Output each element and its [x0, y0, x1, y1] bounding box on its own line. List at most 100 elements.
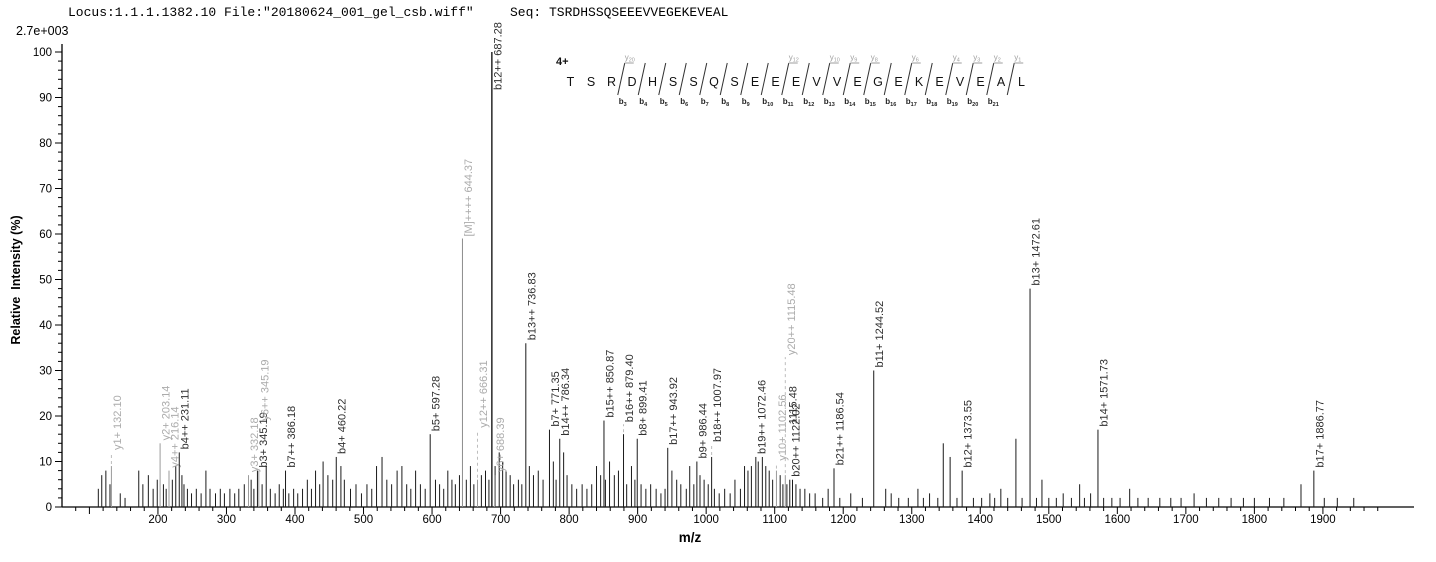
- residue-letter: S: [587, 75, 595, 89]
- fragment-slash: [945, 62, 954, 96]
- y-tick-label: 10: [39, 457, 52, 469]
- peak-label: b13++ 736.83: [526, 272, 538, 340]
- residue-letter: G: [873, 75, 883, 89]
- peak-label: y3+ 332.18: [249, 417, 261, 472]
- fragment-slash: [863, 62, 872, 96]
- x-tick-label: 900: [628, 514, 647, 526]
- b-ion-label: b12: [803, 97, 814, 108]
- fragment-slash: [678, 62, 687, 96]
- residue-letter: E: [792, 75, 800, 89]
- peak-label: y10+ 1102.56: [777, 394, 789, 460]
- peak-label: b21++ 1186.54: [834, 392, 846, 465]
- y-tick-label: 0: [46, 502, 52, 514]
- b-ion-label: b8: [721, 97, 729, 108]
- b-ion-label: b10: [762, 97, 773, 108]
- peak-label: b15++ 850.87: [604, 350, 616, 418]
- residue-letter: S: [669, 75, 677, 89]
- residue-letter: S: [689, 75, 697, 89]
- fragment-slash: [699, 62, 708, 96]
- peak-label: b13+ 1472.61: [1031, 218, 1043, 286]
- residue-letter: R: [607, 75, 616, 89]
- x-tick-label: 500: [354, 514, 373, 526]
- residue-letter: E: [894, 75, 902, 89]
- fragment-slash: [1006, 62, 1015, 96]
- residue-letter: E: [751, 75, 759, 89]
- y-ion-label: y1: [1014, 53, 1021, 64]
- y-ion-label: y6: [912, 53, 919, 64]
- axes: 200 300 400 500 600 700 800 900 1000 1100 1200 1300…: [9, 44, 1414, 545]
- fragment-slash: [781, 62, 790, 96]
- x-tick-label: 800: [560, 514, 579, 526]
- residue-letter: E: [853, 75, 861, 89]
- peak-label: b7++ 386.18: [286, 406, 298, 468]
- y-tick-label: 20: [39, 411, 52, 423]
- y-ion-label: y3: [973, 53, 980, 64]
- y-tick-label: 60: [39, 229, 52, 241]
- x-tick-label: 600: [422, 514, 441, 526]
- x-tick-label: 1000: [693, 514, 719, 526]
- y-ion-label: y8: [871, 53, 878, 64]
- peak-label: b17+ 1886.77: [1314, 400, 1326, 468]
- residue-letter: D: [627, 75, 636, 89]
- residue-letter: H: [648, 75, 657, 89]
- residue-letter: K: [915, 75, 924, 89]
- residue-letter: E: [935, 75, 943, 89]
- b-ion-label: b17: [906, 97, 917, 108]
- fragment-slash: [740, 62, 749, 96]
- y-ion-label: y4: [953, 53, 960, 64]
- x-tick-label: 1200: [830, 514, 856, 526]
- fragment-slash: [658, 62, 667, 96]
- y-tick-label: 70: [39, 184, 52, 196]
- y-tick-label: 40: [39, 320, 52, 332]
- x-tick-label: 1700: [1173, 514, 1199, 526]
- peak-label: y12++ 666.31: [478, 360, 490, 427]
- residue-letter: A: [997, 75, 1006, 89]
- b-ion-label: b6: [680, 97, 688, 108]
- fragment-slash: [801, 62, 810, 96]
- fragment-slash: [986, 62, 995, 96]
- peak-label: b7+ 771.35: [550, 371, 562, 426]
- peak-label: b20++ 1122.02: [790, 403, 802, 476]
- y-ion-label: y12: [789, 53, 799, 64]
- x-tick-label: 300: [217, 514, 236, 526]
- x-tick-label: 1300: [899, 514, 925, 526]
- fragment-slash: [842, 62, 851, 96]
- residue-letter: V: [956, 75, 965, 89]
- b-ion-label: b18: [926, 97, 937, 108]
- peak-label: b16++ 879.40: [624, 354, 636, 422]
- peak-label: b12++ 687.28: [492, 22, 504, 90]
- residue-letter: E: [771, 75, 779, 89]
- peak-label: b14++ 786.34: [560, 368, 572, 436]
- y-ion-label: y9: [850, 53, 857, 64]
- residue-letter: E: [976, 75, 984, 89]
- peak-label: y1+ 132.10: [112, 395, 124, 450]
- y-ion-label: y20: [625, 53, 635, 64]
- peak-label: y6+ 688.39: [495, 417, 507, 472]
- fragment-slash: [965, 62, 974, 96]
- intensity-scale-label: 2.7e+003: [16, 24, 69, 38]
- x-tick-label: 200: [148, 514, 167, 526]
- b-ion-label: b20: [967, 97, 978, 108]
- peak-label: b4+ 460.22: [337, 399, 349, 454]
- b-ion-label: b5: [660, 97, 668, 108]
- peak-label: y4++ 216.14: [169, 406, 181, 467]
- y-ion-label: y2: [994, 53, 1001, 64]
- y-tick-label: 100: [33, 47, 52, 59]
- fragment-slash: [719, 62, 728, 96]
- b-ion-label: b14: [844, 97, 856, 108]
- peak-label: b11+ 1244.52: [874, 301, 886, 368]
- x-tick-label: 1600: [1105, 514, 1131, 526]
- peak-label: y20++ 1115.48: [786, 283, 798, 355]
- b-ion-label: b7: [701, 97, 709, 108]
- b-ion-label: b4: [639, 97, 648, 108]
- peak-label: [M]++++ 644.37: [463, 159, 475, 237]
- fragment-slash: [637, 62, 646, 96]
- peak-label: b17++ 943.92: [668, 377, 680, 445]
- x-tick-label: 1500: [1036, 514, 1062, 526]
- residue-letter: T: [567, 75, 575, 89]
- b-ion-label: b3: [619, 97, 627, 108]
- peak-label: b18++ 1007.97: [712, 368, 724, 442]
- b-ion-label: b15: [865, 97, 876, 108]
